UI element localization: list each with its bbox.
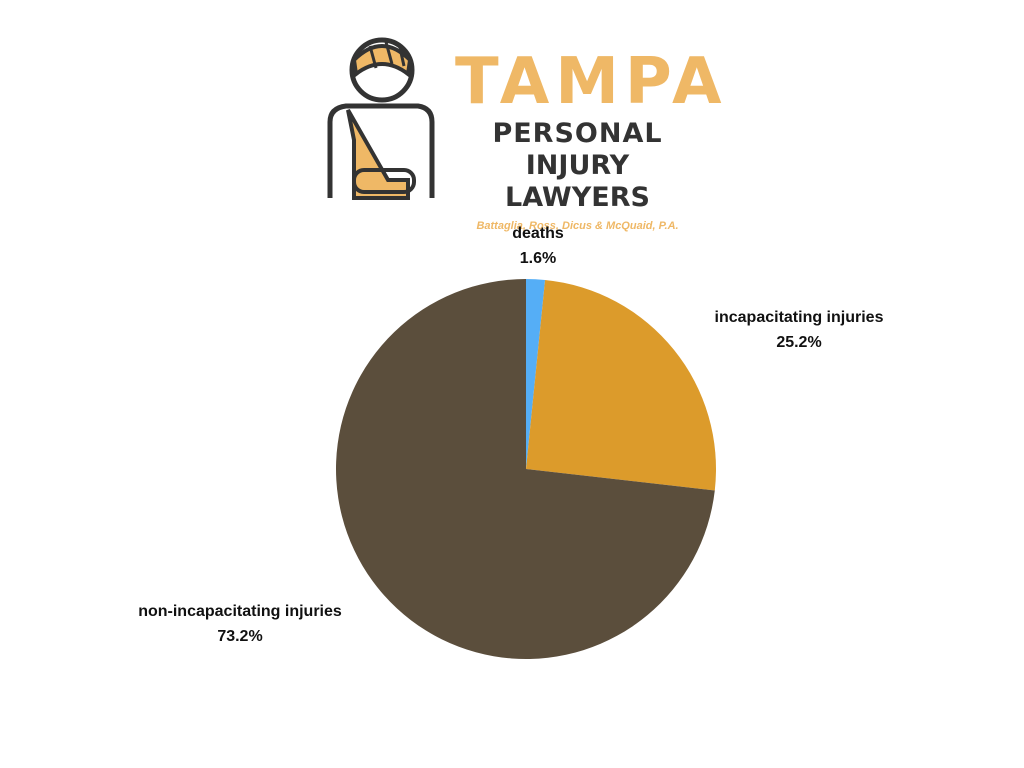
logo-title: TAMPA xyxy=(455,45,728,119)
logo-subtitle-line2: INJURY LAWYERS xyxy=(505,150,650,213)
logo-subtitle-line1: PERSONAL xyxy=(492,118,663,149)
logo-firm-name: Battaglia, Ross, Dicus & McQuaid, P.A. xyxy=(476,220,679,232)
slice-label-value: 1.6% xyxy=(520,250,556,267)
slice-label-value: 25.2% xyxy=(776,334,821,351)
slice-label-name: deaths xyxy=(512,225,564,242)
logo: TAMPA PERSONAL INJURY LAWYERS Battaglia,… xyxy=(320,30,728,232)
pie-slice-deaths xyxy=(526,279,546,469)
slice-label-name: incapacitating injuries xyxy=(715,309,884,326)
injured-person-icon xyxy=(327,37,435,200)
slice-label-name: non-incapacitating injuries xyxy=(138,603,342,620)
slice-label-value: 73.2% xyxy=(217,628,262,645)
pie-slice-non-incapacitating-injuries xyxy=(336,279,715,659)
pie-slice-incapacitating-injuries xyxy=(526,279,716,491)
